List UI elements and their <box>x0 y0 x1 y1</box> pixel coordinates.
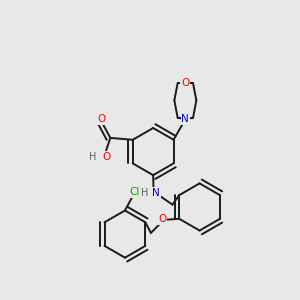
Text: O: O <box>158 214 166 224</box>
Text: O: O <box>181 78 190 88</box>
Text: O: O <box>97 114 105 124</box>
Text: H: H <box>141 188 148 198</box>
Text: O: O <box>102 152 110 162</box>
Text: H: H <box>89 152 97 162</box>
Text: Cl: Cl <box>130 187 140 197</box>
Text: N: N <box>152 188 160 198</box>
Text: N: N <box>182 114 189 124</box>
Text: N: N <box>182 114 189 124</box>
